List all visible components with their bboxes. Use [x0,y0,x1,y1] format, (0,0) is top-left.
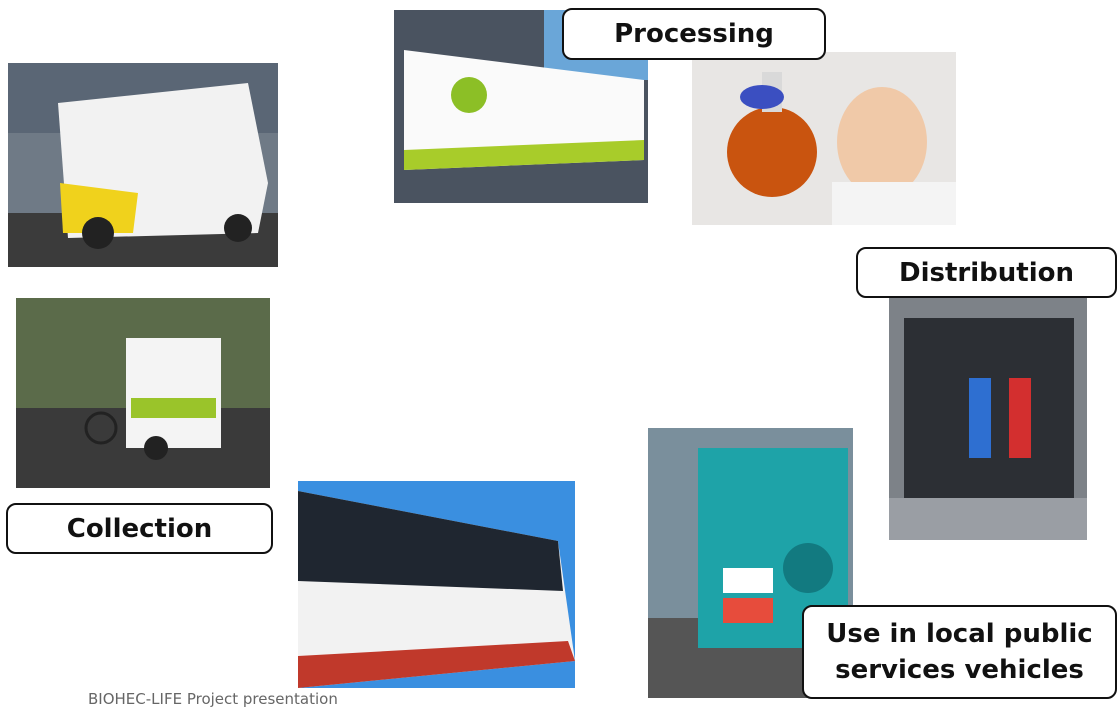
slide: Processing Distribution Collection Use i… [0,0,1117,709]
label-use: Use in local public services vehicles [802,605,1117,699]
label-text: Collection [67,511,213,547]
label-text: services vehicles [835,652,1084,688]
label-distribution: Distribution [856,247,1117,298]
photo-lab [692,52,956,225]
photo-bus [298,481,575,688]
label-text: Use in local public [826,616,1092,652]
label-text: Processing [614,16,774,52]
photo-van [8,63,278,267]
footer: BIOHEC-LIFE Project presentation [88,690,338,708]
label-collection: Collection [6,503,273,554]
label-processing: Processing [562,8,826,60]
photo-bike [16,298,270,488]
photo-station [889,298,1087,540]
label-text: Distribution [899,255,1074,291]
